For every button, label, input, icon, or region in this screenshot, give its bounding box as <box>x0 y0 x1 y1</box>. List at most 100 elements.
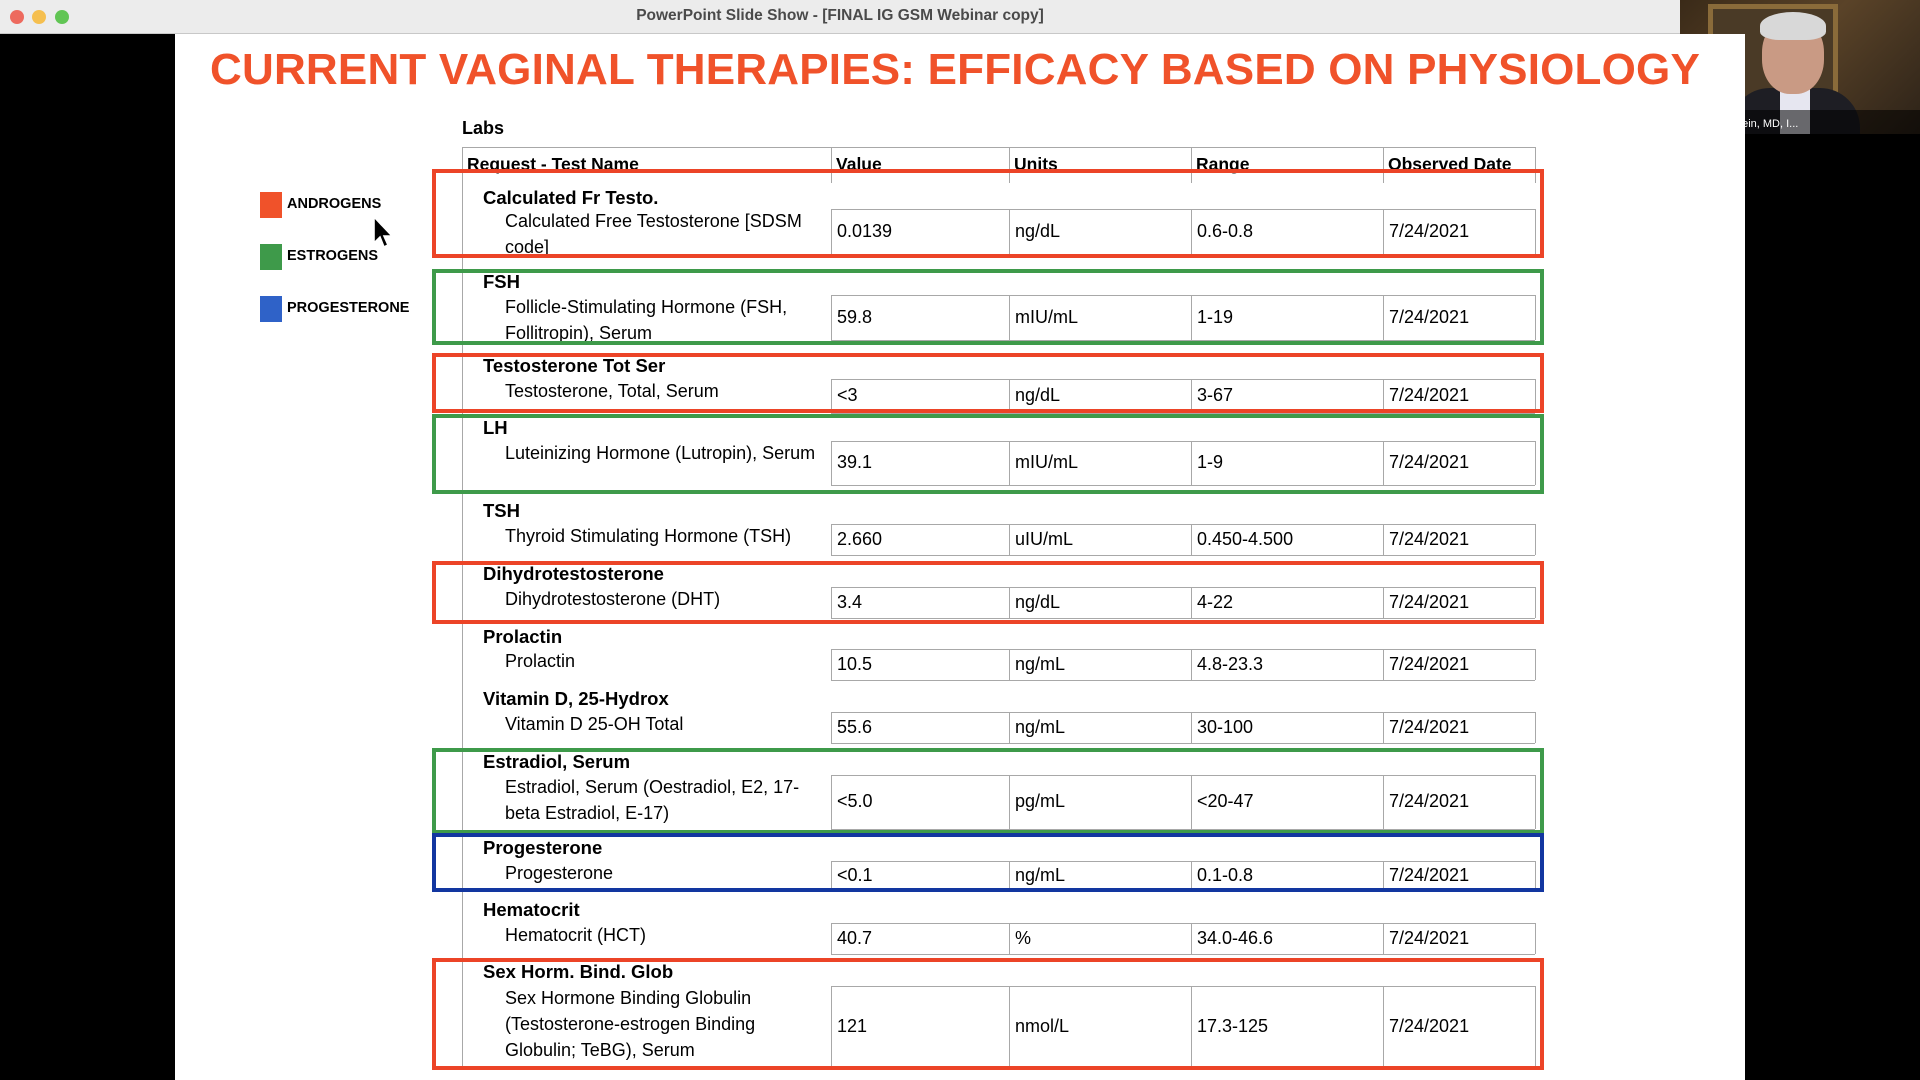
row-top-border <box>831 295 1535 296</box>
test-value: 2.660 <box>837 529 883 549</box>
test-value: 121 <box>837 1016 868 1036</box>
test-date: 7/24/2021 <box>1389 1016 1470 1036</box>
test-group-label: Sex Horm. Bind. Glob <box>483 961 674 982</box>
test-units: % <box>1015 928 1032 948</box>
cell-divider <box>1009 524 1010 555</box>
window-titlebar: PowerPoint Slide Show - [FINAL IG GSM We… <box>0 0 1920 34</box>
test-range: 34.0-46.6 <box>1197 928 1274 948</box>
test-range: 1-19 <box>1197 307 1234 327</box>
highlight-box-androgen <box>432 958 1544 1070</box>
test-value: 59.8 <box>837 307 873 327</box>
row-bottom-border <box>831 485 1535 486</box>
test-date: 7/24/2021 <box>1389 385 1470 405</box>
labs-title: Labs <box>462 118 505 138</box>
highlight-box-estrogen <box>432 269 1544 345</box>
cell-divider <box>1191 587 1192 618</box>
row-bottom-border <box>831 555 1535 556</box>
cell-divider <box>1009 209 1010 254</box>
legend-swatch <box>260 296 282 322</box>
cell-divider <box>1191 861 1192 891</box>
cell-divider <box>1535 712 1536 743</box>
row-bottom-border <box>831 680 1535 681</box>
test-units: ng/mL <box>1015 717 1066 737</box>
row-top-border <box>831 775 1535 776</box>
minimize-window-button[interactable] <box>32 10 46 24</box>
legend-label: PROGESTERONE <box>287 300 410 316</box>
test-value: <5.0 <box>837 791 873 811</box>
table-left-border <box>462 147 463 1067</box>
test-date: 7/24/2021 <box>1389 928 1470 948</box>
test-date: 7/24/2021 <box>1389 592 1470 612</box>
cell-divider <box>1535 775 1536 829</box>
mouse-pointer-icon <box>373 215 394 249</box>
test-units: uIU/mL <box>1015 529 1074 549</box>
test-value: 0.0139 <box>837 221 893 241</box>
test-group-label: Progesterone <box>483 837 603 858</box>
test-value: <0.1 <box>837 865 873 885</box>
column-divider <box>831 147 832 183</box>
cell-divider <box>831 524 832 555</box>
test-date: 7/24/2021 <box>1389 221 1470 241</box>
test-group-label: Testosterone Tot Ser <box>483 355 666 376</box>
highlight-box-androgen <box>432 353 1544 413</box>
highlight-box-progesterone <box>432 833 1544 892</box>
row-bottom-border <box>831 743 1535 744</box>
row-top-border <box>831 587 1535 588</box>
cell-divider <box>1191 295 1192 340</box>
test-name: Progesterone <box>505 863 614 883</box>
close-window-button[interactable] <box>10 10 24 24</box>
cell-divider <box>1383 295 1384 340</box>
test-group-label: LH <box>483 417 508 438</box>
cell-divider <box>1535 861 1536 891</box>
cell-divider <box>1009 441 1010 485</box>
zoom-window-button[interactable] <box>55 10 69 24</box>
test-value: <3 <box>837 385 858 405</box>
row-top-border <box>831 379 1535 380</box>
test-range: 1-9 <box>1197 452 1224 472</box>
table-top-border <box>462 147 1535 148</box>
column-divider <box>1383 147 1384 183</box>
test-units: pg/mL <box>1015 791 1066 811</box>
highlight-box-androgen <box>432 561 1544 624</box>
cell-divider <box>1009 712 1010 743</box>
cell-divider <box>831 587 832 618</box>
row-bottom-border <box>831 954 1535 955</box>
test-group-label: Dihydrotestosterone <box>483 563 664 584</box>
test-name: Calculated Free Testosterone [SDSM code] <box>505 211 802 257</box>
column-divider <box>1535 147 1536 183</box>
row-top-border <box>831 986 1535 987</box>
test-date: 7/24/2021 <box>1389 717 1470 737</box>
test-value: 40.7 <box>837 928 873 948</box>
test-range: 17.3-125 <box>1197 1016 1269 1036</box>
test-range: 3-67 <box>1197 385 1234 405</box>
legend-swatch <box>260 244 282 270</box>
cell-divider <box>1535 441 1536 485</box>
row-bottom-border <box>831 829 1535 830</box>
cell-divider <box>1191 379 1192 413</box>
cell-divider <box>1009 986 1010 1067</box>
cell-divider <box>1009 649 1010 680</box>
legend-label: ANDROGENS <box>287 196 382 212</box>
cell-divider <box>1535 986 1536 1067</box>
cell-divider <box>1535 295 1536 340</box>
row-top-border <box>831 649 1535 650</box>
cell-divider <box>1383 379 1384 413</box>
cell-divider <box>831 379 832 413</box>
test-group-label: TSH <box>483 500 520 521</box>
test-name: Sex Hormone Binding Globulin (Testostero… <box>505 988 756 1060</box>
test-units: ng/mL <box>1015 654 1066 674</box>
cell-divider <box>1191 923 1192 954</box>
test-units: ng/dL <box>1015 385 1061 405</box>
test-units: mIU/mL <box>1015 307 1078 327</box>
legend-label: ESTROGENS <box>287 248 379 264</box>
row-top-border <box>831 861 1535 862</box>
cell-divider <box>1383 649 1384 680</box>
row-bottom-border <box>831 618 1535 619</box>
cell-divider <box>831 986 832 1067</box>
test-group-label: FSH <box>483 271 520 292</box>
cell-divider <box>1383 923 1384 954</box>
test-group-label: Hematocrit <box>483 899 580 920</box>
column-divider <box>1191 147 1192 183</box>
test-range: 4.8-23.3 <box>1197 654 1264 674</box>
test-group-label: Calculated Fr Testo. <box>483 187 659 208</box>
